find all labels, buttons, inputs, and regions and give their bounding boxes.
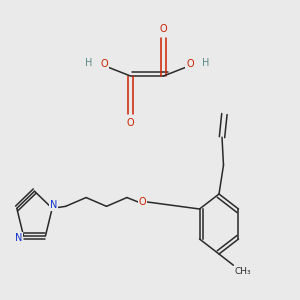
Text: O: O [127, 118, 134, 128]
Text: H: H [202, 58, 209, 68]
Text: N: N [15, 233, 23, 243]
Text: O: O [139, 197, 146, 207]
Text: O: O [100, 58, 108, 69]
Text: N: N [50, 200, 57, 210]
Text: O: O [186, 58, 194, 69]
Text: O: O [160, 24, 167, 34]
Text: CH₃: CH₃ [235, 267, 251, 276]
Text: H: H [85, 58, 92, 68]
